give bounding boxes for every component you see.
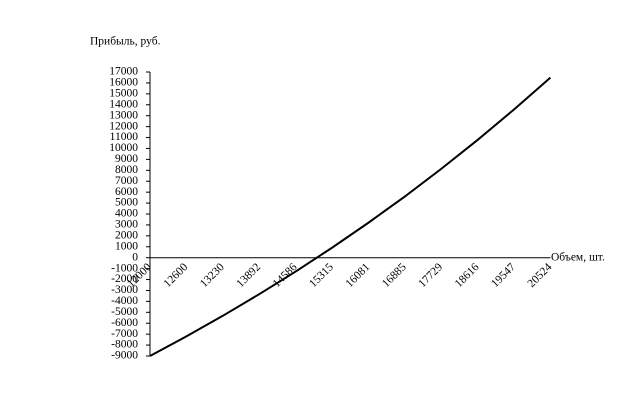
y-tick-label: 1000 [115,240,138,252]
y-tick-label: -7000 [111,328,138,340]
y-tick-label: -9000 [111,350,138,362]
y-tick-label: -2000 [111,273,138,285]
y-tick-label: 3000 [115,219,138,231]
y-tick-label: -4000 [111,295,138,307]
x-tick-label: 20524 [526,261,555,290]
x-tick-label: 14586 [271,261,300,290]
y-tick-label: 10000 [109,142,138,154]
x-tick-label: 17729 [416,261,445,290]
y-tick-label: 0 [132,251,138,263]
y-tick-label: 2000 [115,229,138,241]
y-tick-label: 16000 [109,77,138,89]
x-tick-label: 13230 [198,261,227,290]
x-tick-label: 18616 [453,261,482,290]
y-tick-label: 11000 [110,131,139,143]
y-tick-label: 17000 [109,66,138,78]
x-tick-label: 15315 [307,261,336,290]
y-axis-title: Прибыль, руб. [90,36,161,48]
y-tick-label: 8000 [115,164,138,176]
y-tick-label: -6000 [111,317,138,329]
x-tick-label: 13892 [234,261,263,290]
y-tick-label: 14000 [109,98,138,110]
x-tick-label: 16081 [344,261,373,290]
x-tick-label: 16885 [380,261,409,290]
y-tick-label: 9000 [115,153,138,165]
y-tick-label: 12000 [109,120,138,132]
y-tick-label: -1000 [111,262,138,274]
y-tick-label: 15000 [109,87,138,99]
line [149,76,552,357]
y-tick-label: -5000 [111,306,138,318]
y-tick-label: 4000 [115,208,138,220]
y-tick-label: 13000 [109,109,138,121]
y-tick-label: -8000 [111,339,138,351]
x-tick-label: 19547 [489,261,518,290]
y-tick-label: 6000 [115,186,138,198]
x-axis-title: Объем, шт. [551,252,605,264]
y-tick-label: -3000 [111,284,138,296]
y-tick-label: 7000 [115,175,138,187]
x-tick-label: 12600 [162,261,191,290]
y-tick-label: 5000 [115,197,138,209]
